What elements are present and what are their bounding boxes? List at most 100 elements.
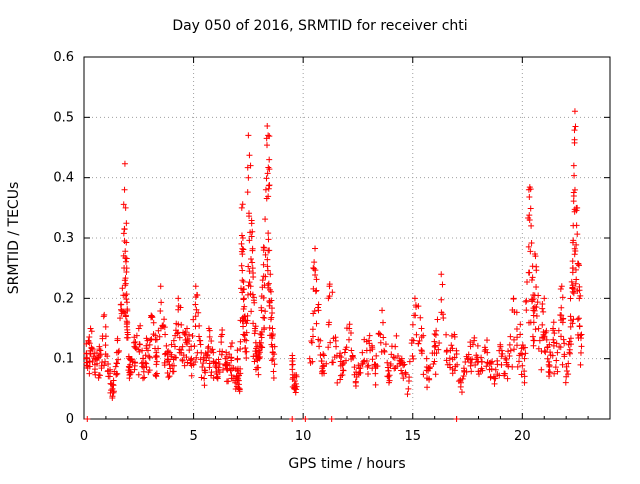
data-point bbox=[239, 277, 246, 284]
data-point bbox=[410, 337, 417, 344]
data-point bbox=[390, 354, 397, 361]
data-point bbox=[568, 278, 575, 285]
data-point bbox=[546, 373, 553, 380]
data-point bbox=[412, 312, 419, 319]
data-point bbox=[188, 362, 195, 369]
data-point bbox=[345, 336, 352, 343]
data-point bbox=[142, 352, 149, 359]
data-point bbox=[96, 372, 103, 379]
data-point bbox=[451, 333, 458, 340]
data-point bbox=[167, 365, 174, 372]
data-point bbox=[573, 241, 580, 248]
data-point bbox=[347, 330, 354, 337]
data-point bbox=[315, 301, 322, 308]
data-point bbox=[260, 244, 267, 251]
data-point bbox=[127, 370, 134, 377]
data-point bbox=[332, 337, 339, 344]
data-point bbox=[237, 365, 244, 372]
data-point bbox=[532, 326, 539, 333]
data-point bbox=[417, 314, 424, 321]
data-point bbox=[289, 366, 296, 373]
data-point bbox=[216, 360, 223, 367]
data-point bbox=[124, 319, 131, 326]
data-point bbox=[438, 296, 445, 303]
data-point bbox=[240, 286, 247, 293]
data-point bbox=[226, 362, 233, 369]
data-point bbox=[243, 320, 250, 327]
data-point bbox=[567, 323, 574, 330]
data-point bbox=[219, 326, 226, 333]
data-point bbox=[380, 334, 387, 341]
data-point bbox=[528, 222, 535, 229]
data-point bbox=[228, 372, 235, 379]
data-point bbox=[206, 327, 213, 334]
data-point bbox=[243, 337, 250, 344]
data-point bbox=[541, 333, 548, 340]
data-point bbox=[121, 226, 128, 233]
data-point bbox=[235, 381, 242, 388]
data-point bbox=[491, 380, 498, 387]
data-point bbox=[342, 357, 349, 364]
data-point bbox=[521, 373, 528, 380]
data-point bbox=[543, 327, 550, 334]
data-point bbox=[576, 287, 583, 294]
data-point bbox=[157, 308, 164, 315]
data-point bbox=[256, 353, 263, 360]
y-tick-label: 0.5 bbox=[53, 110, 74, 125]
data-point bbox=[394, 352, 401, 359]
data-point bbox=[143, 360, 150, 367]
data-point bbox=[348, 347, 355, 354]
data-point bbox=[161, 316, 168, 323]
data-point bbox=[248, 233, 255, 240]
data-point bbox=[87, 325, 94, 332]
data-point bbox=[262, 251, 269, 258]
data-point bbox=[237, 338, 244, 345]
data-point bbox=[327, 339, 334, 346]
data-point bbox=[467, 356, 474, 363]
data-point bbox=[175, 295, 182, 302]
data-point bbox=[569, 258, 576, 265]
data-point bbox=[570, 290, 577, 297]
data-point bbox=[333, 343, 340, 350]
y-tick-label: 0.2 bbox=[53, 291, 74, 306]
data-point bbox=[264, 142, 271, 149]
data-point bbox=[386, 377, 393, 384]
data-point-zero bbox=[302, 416, 309, 422]
data-point bbox=[149, 314, 156, 321]
data-point bbox=[271, 361, 278, 368]
data-point bbox=[337, 372, 344, 379]
data-point bbox=[446, 355, 453, 362]
data-point bbox=[291, 377, 298, 384]
data-point bbox=[110, 377, 117, 384]
data-point bbox=[265, 185, 272, 192]
data-point bbox=[136, 341, 143, 348]
data-point bbox=[447, 347, 454, 354]
data-point bbox=[497, 341, 504, 348]
data-point bbox=[525, 243, 532, 250]
data-point bbox=[409, 321, 416, 328]
data-point bbox=[202, 367, 209, 374]
data-point bbox=[241, 303, 248, 310]
data-point bbox=[228, 357, 235, 364]
data-point bbox=[424, 384, 431, 391]
data-point bbox=[572, 280, 579, 287]
data-point bbox=[110, 389, 117, 396]
data-point bbox=[123, 291, 130, 298]
data-point bbox=[483, 363, 490, 370]
data-point bbox=[240, 278, 247, 285]
data-point bbox=[533, 284, 540, 291]
data-point bbox=[448, 332, 455, 339]
data-point bbox=[443, 357, 450, 364]
data-point bbox=[558, 312, 565, 319]
data-point bbox=[121, 265, 128, 272]
data-point bbox=[321, 370, 328, 377]
data-point bbox=[240, 246, 247, 253]
data-point bbox=[567, 295, 574, 302]
data-point bbox=[439, 311, 446, 318]
data-point bbox=[555, 327, 562, 334]
data-point bbox=[535, 292, 542, 299]
data-point bbox=[168, 341, 175, 348]
data-point bbox=[577, 332, 584, 339]
data-point bbox=[262, 308, 269, 315]
data-point bbox=[105, 361, 112, 368]
